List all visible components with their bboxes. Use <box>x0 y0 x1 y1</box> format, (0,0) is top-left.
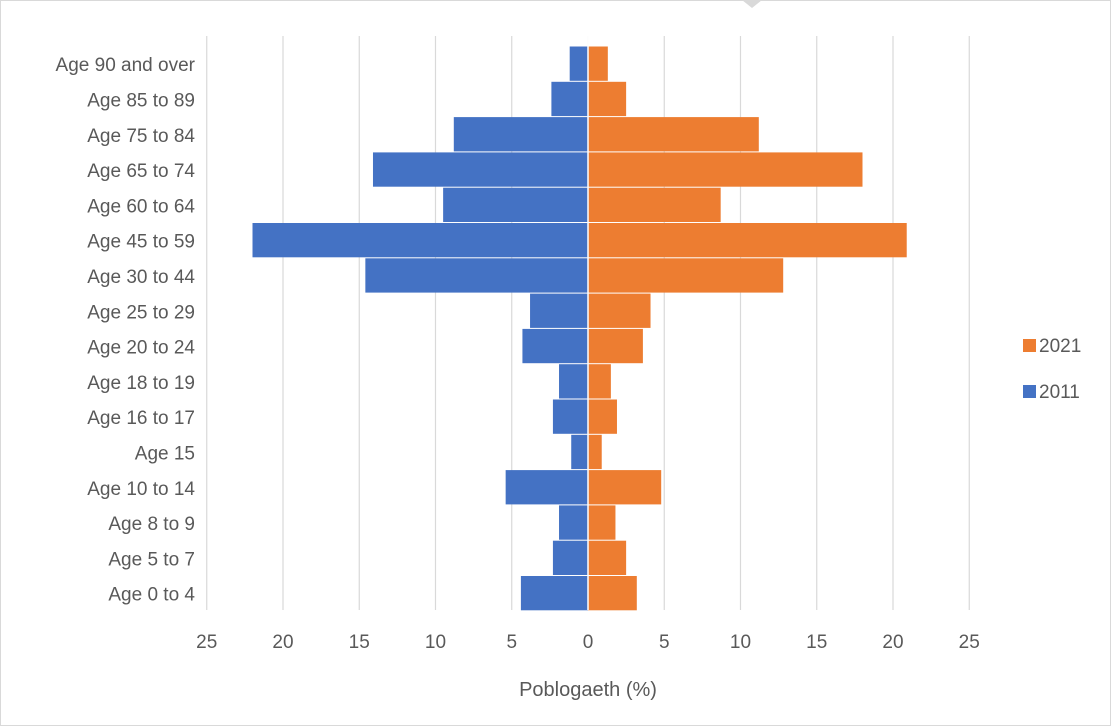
y-tick-label: Age 25 to 29 <box>87 302 195 323</box>
bar-2011 <box>522 328 588 364</box>
y-tick-label: Age 18 to 19 <box>87 373 195 394</box>
legend-swatch-2021 <box>1023 339 1036 352</box>
bar-2011 <box>520 576 588 611</box>
bar-2011 <box>365 258 588 293</box>
x-tick-label: 20 <box>272 632 293 653</box>
bar-2021 <box>588 470 662 505</box>
y-tick-label: Age 65 to 74 <box>87 161 195 182</box>
bar-2021 <box>588 576 637 611</box>
bar-2021 <box>588 434 602 470</box>
y-tick-label: Age 15 <box>135 443 195 464</box>
legend-label-2011: 2011 <box>1039 382 1080 403</box>
bar-2021 <box>588 399 617 434</box>
x-tick-label: 10 <box>730 632 751 653</box>
y-tick-label: Age 0 to 4 <box>108 585 195 606</box>
bar-2011 <box>552 399 588 434</box>
legend-swatch-2011 <box>1023 385 1036 398</box>
x-tick-label: 0 <box>583 632 594 653</box>
y-tick-label: Age 75 to 84 <box>87 126 195 147</box>
frame-notch <box>742 0 762 8</box>
bar-2021 <box>588 258 784 293</box>
y-axis-labels: Age 0 to 4 Age 5 to 7 Age 8 to 9 Age 10 to … <box>56 55 196 606</box>
bar-2021 <box>588 81 627 117</box>
bar-2011 <box>569 46 588 81</box>
y-tick-label: Age 30 to 44 <box>87 267 195 288</box>
y-tick-label: Age 45 to 59 <box>87 232 195 253</box>
bar-2011 <box>559 505 588 540</box>
x-tick-label: 15 <box>806 632 827 653</box>
y-tick-label: Age 10 to 14 <box>87 479 195 500</box>
y-tick-label: Age 16 to 17 <box>87 408 195 429</box>
bars <box>252 36 907 611</box>
y-tick-label: Age 8 to 9 <box>108 514 195 535</box>
bar-2021 <box>588 117 759 152</box>
bar-2011 <box>571 434 588 470</box>
bar-2011 <box>453 117 588 152</box>
y-tick-label: Age 60 to 64 <box>87 196 195 217</box>
bar-2011 <box>530 293 588 328</box>
x-tick-label: 5 <box>506 632 517 653</box>
bar-2021 <box>588 293 651 328</box>
legend: 2021 2011 <box>1023 336 1081 403</box>
bar-2011 <box>505 470 588 505</box>
bar-2021 <box>588 46 608 81</box>
x-tick-label: 5 <box>659 632 670 653</box>
bar-2011 <box>551 81 588 117</box>
bar-2021 <box>588 187 721 222</box>
bar-2011 <box>443 187 588 222</box>
x-axis-ticks: 25 20 15 10 5 0 5 10 15 20 25 <box>196 632 980 653</box>
y-tick-label: Age 90 and over <box>56 55 196 76</box>
x-tick-label: 15 <box>349 632 370 653</box>
bar-2021 <box>588 152 863 187</box>
bar-2011 <box>372 152 588 187</box>
bar-2021 <box>588 328 643 364</box>
x-tick-label: 25 <box>959 632 980 653</box>
y-tick-label: Age 5 to 7 <box>108 549 195 570</box>
y-tick-label: Age 20 to 24 <box>87 338 195 359</box>
bar-2021 <box>588 505 616 540</box>
y-tick-label: Age 85 to 89 <box>87 90 195 111</box>
bar-2011 <box>559 364 588 399</box>
x-tick-label: 25 <box>196 632 217 653</box>
bar-2011 <box>252 223 588 258</box>
x-tick-label: 20 <box>882 632 903 653</box>
x-tick-label: 10 <box>425 632 446 653</box>
bar-2011 <box>552 540 588 575</box>
bar-2021 <box>588 223 907 258</box>
legend-label-2021: 2021 <box>1039 336 1081 357</box>
bar-2021 <box>588 364 611 399</box>
bar-2021 <box>588 540 627 575</box>
x-axis-title: Poblogaeth (%) <box>519 679 657 701</box>
